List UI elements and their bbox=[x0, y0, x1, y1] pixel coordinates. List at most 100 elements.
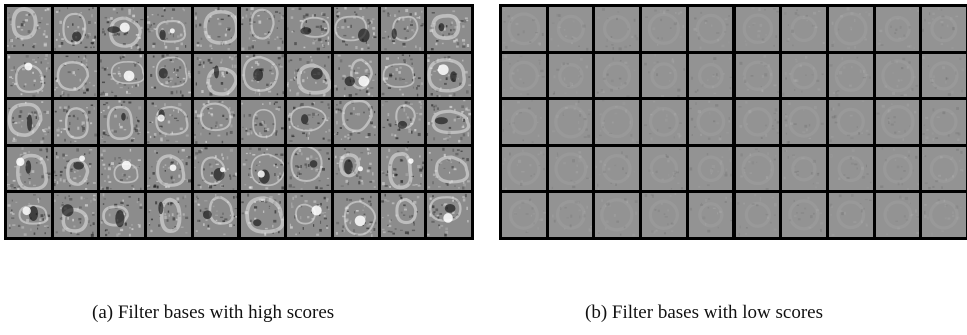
filter-tile bbox=[828, 193, 873, 237]
filter-tile bbox=[502, 193, 546, 237]
filter-tile bbox=[642, 7, 686, 51]
filter-tile bbox=[782, 193, 826, 237]
filter-tile bbox=[240, 100, 285, 144]
filter-tile bbox=[688, 146, 733, 191]
filter-tile bbox=[287, 146, 331, 191]
filter-tile bbox=[502, 7, 546, 51]
filter-tile bbox=[240, 53, 285, 98]
filter-tile bbox=[7, 146, 51, 191]
filter-tile bbox=[427, 7, 471, 51]
filter-tile bbox=[502, 100, 546, 144]
filter-tile bbox=[380, 7, 425, 51]
filter-tile bbox=[427, 100, 471, 144]
filter-tile bbox=[193, 193, 238, 237]
filter-tile bbox=[642, 100, 686, 144]
filter-tile bbox=[735, 146, 780, 191]
filter-tile bbox=[427, 53, 471, 98]
filter-tile bbox=[193, 146, 238, 191]
filter-tile bbox=[380, 53, 425, 98]
filter-tile bbox=[875, 7, 920, 51]
filter-tile bbox=[595, 100, 640, 144]
filter-tile bbox=[53, 7, 98, 51]
filter-tile bbox=[100, 53, 145, 98]
filter-tile bbox=[287, 100, 331, 144]
filter-tile bbox=[427, 193, 471, 237]
filter-tile bbox=[688, 100, 733, 144]
filter-tile bbox=[922, 53, 966, 98]
filter-tile bbox=[100, 146, 145, 191]
filter-tile bbox=[688, 53, 733, 98]
filter-tile bbox=[147, 53, 191, 98]
filter-tile bbox=[828, 7, 873, 51]
filter-tile bbox=[548, 193, 593, 237]
filter-tile bbox=[782, 7, 826, 51]
filter-tile bbox=[782, 100, 826, 144]
filter-tile bbox=[828, 100, 873, 144]
filter-tile bbox=[287, 7, 331, 51]
filter-tile bbox=[380, 146, 425, 191]
filter-tile bbox=[240, 146, 285, 191]
filter-tile bbox=[828, 53, 873, 98]
filter-tile bbox=[7, 7, 51, 51]
filter-tile bbox=[595, 53, 640, 98]
filter-tile bbox=[735, 7, 780, 51]
filter-tile bbox=[333, 53, 378, 98]
filter-tile bbox=[333, 193, 378, 237]
filter-tile bbox=[735, 53, 780, 98]
filter-tile bbox=[922, 193, 966, 237]
filter-tile bbox=[642, 146, 686, 191]
filter-tile bbox=[642, 53, 686, 98]
filter-tile bbox=[380, 100, 425, 144]
filter-tile bbox=[53, 53, 98, 98]
filter-tile bbox=[642, 193, 686, 237]
filter-tile bbox=[548, 100, 593, 144]
filter-tile bbox=[875, 193, 920, 237]
filter-tile bbox=[100, 7, 145, 51]
filter-tile bbox=[782, 53, 826, 98]
filter-tile bbox=[7, 100, 51, 144]
filter-tile bbox=[427, 146, 471, 191]
filter-tile bbox=[147, 7, 191, 51]
filter-tile bbox=[922, 100, 966, 144]
filter-tile bbox=[828, 146, 873, 191]
filter-tile bbox=[240, 193, 285, 237]
caption-high-scores: (a) Filter bases with high scores bbox=[92, 302, 335, 323]
filter-tile bbox=[875, 53, 920, 98]
filter-grid-low-scores bbox=[499, 4, 967, 240]
filter-tile bbox=[193, 53, 238, 98]
filter-tile bbox=[53, 193, 98, 237]
filter-tile bbox=[53, 146, 98, 191]
filter-tile bbox=[53, 100, 98, 144]
filter-tile bbox=[193, 100, 238, 144]
filter-tile bbox=[688, 193, 733, 237]
filter-tile bbox=[7, 53, 51, 98]
filter-tile bbox=[193, 7, 238, 51]
filter-tile bbox=[240, 7, 285, 51]
filter-tile bbox=[147, 146, 191, 191]
filter-tile bbox=[147, 100, 191, 144]
filter-tile bbox=[735, 100, 780, 144]
filter-tile bbox=[502, 146, 546, 191]
filter-tile bbox=[875, 100, 920, 144]
filter-tile bbox=[595, 146, 640, 191]
filter-tile bbox=[922, 146, 966, 191]
filter-tile bbox=[548, 7, 593, 51]
filter-tile bbox=[147, 193, 191, 237]
filter-tile bbox=[333, 7, 378, 51]
filter-tile bbox=[333, 146, 378, 191]
filter-tile bbox=[595, 193, 640, 237]
filter-tile bbox=[595, 7, 640, 51]
caption-low-scores: (b) Filter bases with low scores bbox=[585, 302, 823, 323]
filter-tile bbox=[548, 146, 593, 191]
filter-tile bbox=[380, 193, 425, 237]
filter-tile bbox=[548, 53, 593, 98]
filter-tile bbox=[7, 193, 51, 237]
filter-tile bbox=[782, 146, 826, 191]
filter-tile bbox=[100, 100, 145, 144]
filter-tile bbox=[287, 193, 331, 237]
filter-tile bbox=[922, 7, 966, 51]
filter-tile bbox=[735, 193, 780, 237]
filter-tile bbox=[502, 53, 546, 98]
filter-tile bbox=[875, 146, 920, 191]
filter-tile bbox=[333, 100, 378, 144]
